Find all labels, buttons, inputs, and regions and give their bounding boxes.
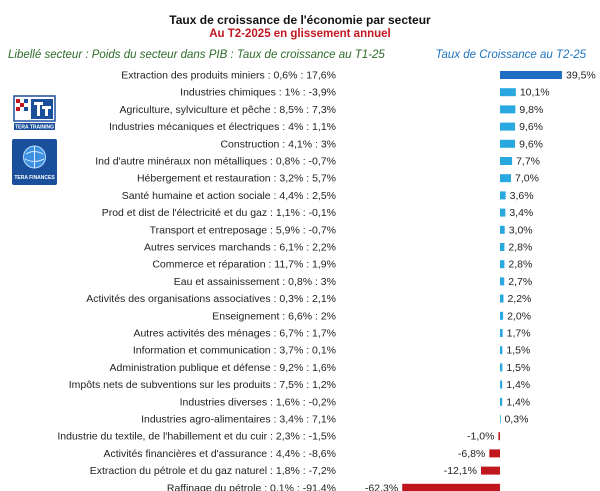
bar xyxy=(500,174,511,183)
category-label: Industries mécaniques et électriques : 4… xyxy=(109,121,336,133)
category-label: Autres activités des ménages : 6,7% : 1,… xyxy=(133,328,336,340)
value-label: -6,8% xyxy=(458,448,485,460)
value-label: 9,6% xyxy=(519,121,543,133)
tera-finances-logo-text: TERA FINANCES xyxy=(14,175,55,181)
value-label: 3,0% xyxy=(509,224,533,236)
bar xyxy=(500,208,506,217)
value-label: 39,5% xyxy=(566,70,596,82)
value-column-header: Taux de Croissance au T2-25 xyxy=(435,49,586,61)
bar xyxy=(500,105,516,114)
bar xyxy=(500,157,513,165)
category-label: Industries chimiques : 1% : -3,9% xyxy=(180,87,336,99)
category-label: Ind d'autre minéraux non métalliques : 0… xyxy=(95,156,336,168)
category-label: Autres services marchands : 6,1% : 2,2% xyxy=(144,242,336,254)
category-label: Hébergement et restauration : 3,2% : 5,7… xyxy=(137,173,336,185)
value-label: 7,0% xyxy=(515,173,539,185)
category-label: Santé humaine et action sociale : 4,4% :… xyxy=(122,190,336,202)
bar xyxy=(500,260,505,269)
chart-title: Taux de croissance de l'économie par sec… xyxy=(169,13,431,27)
category-label: Extraction du pétrole et du gaz naturel … xyxy=(90,465,336,477)
bar xyxy=(500,397,503,406)
value-label: 1,4% xyxy=(506,379,530,391)
value-label: 9,6% xyxy=(519,138,543,150)
tera-finances-logo: TERA FINANCES xyxy=(12,139,57,185)
value-label: 2,8% xyxy=(508,259,532,271)
bar xyxy=(500,294,504,303)
category-label: Industrie du textile, de l'habillement e… xyxy=(57,431,336,443)
value-label: 2,7% xyxy=(508,276,532,288)
category-label: Administration publique et défense : 9,2… xyxy=(110,362,336,374)
value-label: 2,0% xyxy=(507,310,531,322)
bar xyxy=(500,88,516,97)
bar xyxy=(500,363,503,372)
value-label: 2,2% xyxy=(507,293,531,305)
category-label: Industries diverses : 1,6% : -0,2% xyxy=(180,396,336,408)
category-label: Commerce et réparation : 11,7% : 1,9% xyxy=(152,259,336,271)
bar xyxy=(500,191,506,200)
category-label: Agriculture, sylviculture et pêche : 8,5… xyxy=(119,104,336,116)
bar xyxy=(500,329,503,337)
value-label: 3,6% xyxy=(510,190,534,202)
value-label: 3,4% xyxy=(509,207,533,219)
value-label: 0,3% xyxy=(504,414,528,426)
bar xyxy=(402,483,500,491)
bar xyxy=(489,449,500,458)
category-label: Raffinage du pétrole : 0,1% : -91,4% xyxy=(167,482,336,491)
category-label: Information et communication : 3,7% : 0,… xyxy=(133,345,336,357)
value-label: 2,8% xyxy=(508,242,532,254)
tera-training-logo: TERA TRAINING xyxy=(12,95,57,131)
category-label: Activités des organisations associatives… xyxy=(86,293,336,305)
value-label: 10,1% xyxy=(520,87,550,99)
bar xyxy=(500,311,504,320)
value-label: -62,3% xyxy=(365,482,398,491)
category-label: Construction : 4,1% : 3% xyxy=(220,138,336,150)
category-label: Enseignement : 6,6% : 2% xyxy=(212,310,336,322)
bar xyxy=(500,380,503,389)
bar xyxy=(500,243,505,251)
value-label: -12,1% xyxy=(444,465,477,477)
value-label: -1,0% xyxy=(467,431,494,443)
bar xyxy=(500,415,501,423)
bar xyxy=(500,277,505,286)
tera-training-logo-text: TERA TRAINING xyxy=(15,125,54,131)
category-label: Extraction des produits miniers : 0,6% :… xyxy=(121,70,336,82)
value-label: 1,4% xyxy=(506,396,530,408)
bar xyxy=(500,225,505,234)
category-column-header: Libellé secteur : Poids du secteur dans … xyxy=(8,49,385,61)
value-label: 9,8% xyxy=(519,104,543,116)
chart-subtitle: Au T2-2025 en glissement annuel xyxy=(209,28,391,40)
bar xyxy=(481,466,500,475)
bar xyxy=(498,432,500,441)
value-label: 1,5% xyxy=(506,362,530,374)
value-label: 1,5% xyxy=(506,345,530,357)
bar xyxy=(500,139,516,148)
category-label: Prod et dist de l'électricité et du gaz … xyxy=(102,207,336,219)
category-label: Activités financières et d'assurance : 4… xyxy=(103,448,336,460)
bar xyxy=(500,71,562,79)
value-label: 1,7% xyxy=(507,328,531,340)
category-label: Eau et assainissement : 0,8% : 3% xyxy=(174,276,336,288)
bar xyxy=(500,122,516,131)
value-label: 7,7% xyxy=(516,156,540,168)
bar xyxy=(500,346,503,355)
category-label: Impôts nets de subventions sur les produ… xyxy=(69,379,336,391)
category-label: Transport et entreposage : 5,9% : -0,7% xyxy=(150,224,336,236)
category-label: Industries agro-alimentaires : 3,4% : 7,… xyxy=(141,414,336,426)
